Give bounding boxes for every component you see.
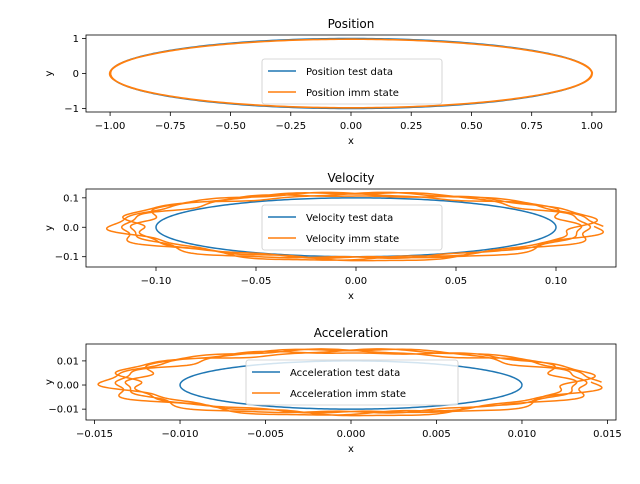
x-tick-label: −0.005 [247, 429, 284, 440]
legend-label: Acceleration imm state [290, 389, 406, 400]
subplot-title: Acceleration [314, 326, 389, 340]
legend-box [261, 58, 443, 105]
legend: Acceleration test data Acceleration imm s… [245, 359, 459, 406]
x-tick-label: 0.00 [340, 121, 362, 132]
y-tick-label: 0.0 [63, 223, 79, 234]
x-axis-label: x [348, 444, 354, 455]
y-tick-label: 0.00 [57, 381, 79, 392]
subplot-acceleration: −0.015 −0.010 −0.005 0.000 0.005 0.010 0.015 −0… [44, 326, 622, 455]
subplot-title: Position [328, 17, 375, 31]
legend-label: Velocity imm state [306, 234, 399, 245]
axes-frame [85, 188, 617, 268]
x-tick-label: 0.000 [337, 429, 366, 440]
x-axis-label: x [348, 291, 354, 302]
y-axis-label: y [44, 379, 55, 385]
x-tick-label: −0.05 [241, 276, 272, 287]
x-tick-label: 0.005 [422, 429, 451, 440]
x-tick-label: −0.25 [275, 121, 306, 132]
x-tick-label: 0.05 [445, 276, 467, 287]
x-tick-label: −0.10 [141, 276, 172, 287]
y-tick-label: 0.1 [63, 193, 79, 204]
legend: Position test data Position imm state [261, 58, 443, 105]
x-tick-label: 1.00 [581, 121, 603, 132]
y-tick-label: 0.01 [57, 356, 79, 367]
subplot-position: −1.00 −0.75 −0.50 −0.25 0.00 0.25 0.50 0.75 1.00… [44, 17, 617, 147]
legend-label: Position test data [306, 67, 393, 78]
x-tick-label: −0.75 [155, 121, 186, 132]
legend-label: Position imm state [306, 88, 399, 99]
y-tick-label: −0.01 [48, 405, 79, 416]
x-tick-label: 0.25 [400, 121, 422, 132]
series-line-imm-state [97, 348, 603, 417]
x-tick-label: 0.015 [593, 429, 622, 440]
x-tick-label: −0.010 [162, 429, 199, 440]
legend-box [245, 359, 459, 406]
y-tick-label: 0 [73, 69, 79, 80]
series-line-imm-state [105, 191, 605, 262]
x-tick-label: 0.010 [508, 429, 537, 440]
x-tick-label: 0.50 [460, 121, 482, 132]
legend-label: Acceleration test data [290, 368, 400, 379]
x-tick-label: −0.015 [76, 429, 113, 440]
legend-label: Velocity test data [306, 213, 393, 224]
y-tick-label: −0.1 [55, 252, 79, 263]
subplot-velocity: −0.10 −0.05 0.00 0.05 0.10 −0.1 0.0 0.1 Velocity… [44, 171, 617, 302]
x-tick-label: −0.50 [215, 121, 246, 132]
x-tick-label: 0.75 [521, 121, 543, 132]
y-axis-label: y [44, 225, 55, 231]
x-tick-label: 0.10 [545, 276, 567, 287]
y-tick-label: 1 [73, 34, 79, 45]
y-axis-label: y [44, 70, 55, 76]
legend: Velocity test data Velocity imm state [261, 204, 443, 251]
series-line-imm-state [108, 38, 594, 109]
y-tick-label: −1 [64, 104, 79, 115]
subplot-title: Velocity [327, 171, 374, 185]
x-tick-label: 0.00 [345, 276, 367, 287]
x-tick-label: −1.00 [95, 121, 126, 132]
legend-box [261, 204, 443, 251]
x-axis-label: x [348, 136, 354, 147]
